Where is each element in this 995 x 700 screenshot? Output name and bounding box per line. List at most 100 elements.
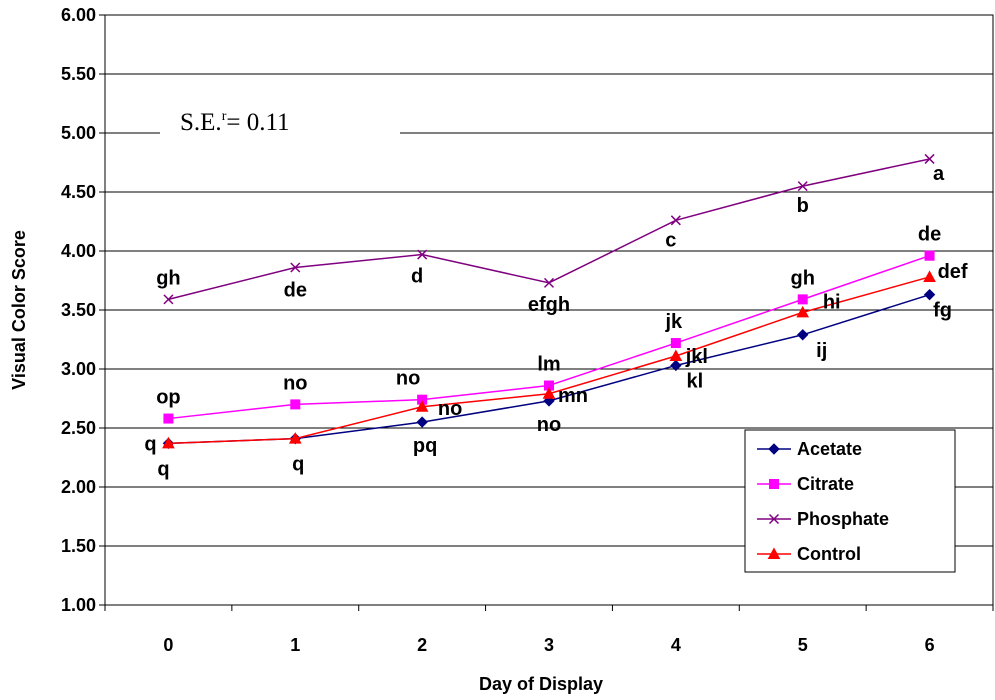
gridlines bbox=[99, 14, 994, 611]
citrate-significance-letter: de bbox=[918, 224, 941, 246]
legend-box bbox=[744, 429, 956, 573]
control-point bbox=[669, 349, 683, 362]
x-tick-label: 3 bbox=[544, 635, 554, 655]
legend-marker bbox=[768, 443, 780, 455]
phosphate-point bbox=[797, 181, 808, 192]
y-tick-label: 5.00 bbox=[61, 123, 96, 143]
acetate-significance-letter: fg bbox=[933, 300, 952, 322]
standard-error-note: S.E.r= 0.11 bbox=[160, 105, 400, 155]
legend-label: Phosphate bbox=[797, 509, 889, 529]
marker-stroke bbox=[924, 153, 935, 164]
phosphate-point bbox=[163, 294, 174, 305]
legend: Acetate Citrate Phosphate Control bbox=[744, 429, 956, 573]
x-tick-label: 6 bbox=[925, 635, 935, 655]
y-tick-label: 1.00 bbox=[61, 595, 96, 615]
acetate-point bbox=[797, 329, 809, 341]
acetate-significance-letter: no bbox=[537, 414, 561, 436]
acetate-significance-letter: q bbox=[157, 458, 169, 480]
legend-item-phosphate: Phosphate bbox=[757, 509, 889, 529]
control-significance-letter: hi bbox=[823, 291, 841, 313]
legend-item-citrate: Citrate bbox=[757, 474, 854, 494]
y-tick-label: 2.50 bbox=[61, 418, 96, 438]
control-point bbox=[923, 270, 936, 282]
series-phosphate bbox=[163, 153, 935, 305]
x-tick-label: 2 bbox=[417, 635, 427, 655]
series-lines bbox=[162, 153, 936, 450]
y-tick-label: 4.00 bbox=[61, 241, 96, 261]
se-prefix: S.E. bbox=[180, 109, 222, 136]
y-tick-label: 1.50 bbox=[61, 536, 96, 556]
acetate-point bbox=[923, 288, 936, 301]
acetate-significance-letter: ij bbox=[816, 340, 827, 362]
y-tick-label: 3.00 bbox=[61, 359, 96, 379]
citrate-point bbox=[290, 399, 301, 410]
phosphate-significance-letter: d bbox=[411, 266, 423, 288]
y-tick-label: 3.50 bbox=[61, 300, 96, 320]
legend-label: Control bbox=[797, 544, 861, 564]
acetate-point bbox=[670, 359, 682, 372]
note-background bbox=[160, 105, 400, 155]
control-point bbox=[162, 436, 175, 449]
control-significance-letter: def bbox=[938, 261, 968, 283]
x-tick-label: 4 bbox=[671, 635, 681, 655]
y-tick-label: 5.50 bbox=[61, 64, 96, 84]
marker-stroke bbox=[670, 215, 681, 226]
control-significance-letter: no bbox=[438, 398, 462, 420]
citrate-significance-letter: no bbox=[396, 368, 420, 390]
x-tick-label: 1 bbox=[290, 635, 300, 655]
legend-item-control: Control bbox=[757, 544, 861, 564]
legend-marker bbox=[767, 547, 781, 559]
citrate-significance-letter: gh bbox=[790, 267, 814, 289]
x-tick-label: 5 bbox=[798, 635, 808, 655]
control-significance-letter: q bbox=[144, 433, 156, 455]
phosphate-point bbox=[417, 249, 428, 260]
control-point bbox=[796, 305, 810, 318]
control-point bbox=[415, 400, 429, 412]
citrate-point bbox=[670, 338, 681, 349]
marker-stroke bbox=[543, 277, 555, 288]
acetate-significance-letter: q bbox=[292, 454, 304, 476]
control-significance-letter: mn bbox=[558, 385, 588, 407]
control-point bbox=[542, 387, 556, 399]
citrate-point bbox=[163, 413, 174, 424]
acetate-significance-letter: kl bbox=[687, 370, 704, 392]
phosphate-significance-letter: efgh bbox=[528, 294, 570, 316]
legend-marker bbox=[768, 513, 780, 525]
y-tick-label: 4.50 bbox=[61, 182, 96, 202]
control-point bbox=[288, 432, 302, 444]
y-axis-tick-labels: 1.00 1.50 2.00 2.50 3.00 3.50 4.00 4.50 5.00 5.50… bbox=[61, 5, 96, 615]
legend-label: Acetate bbox=[797, 439, 862, 459]
legend-item-acetate: Acetate bbox=[757, 439, 862, 459]
x-axis-tick-labels: 0 1 2 3 4 5 6 bbox=[163, 635, 934, 655]
y-axis-title: Visual Color Score bbox=[9, 230, 29, 390]
marker-stroke bbox=[290, 262, 301, 273]
citrate-point bbox=[797, 294, 808, 305]
se-superscript: r bbox=[222, 109, 227, 124]
control-significance-letter: jkl bbox=[685, 346, 708, 368]
marker-stroke bbox=[768, 513, 780, 525]
phosphate-significance-letter: gh bbox=[156, 267, 180, 289]
marker-stroke bbox=[163, 294, 174, 305]
citrate-significance-letter: lm bbox=[537, 354, 560, 376]
phosphate-significance-letter: b bbox=[797, 195, 809, 217]
phosphate-significance-letter: c bbox=[665, 229, 676, 251]
se-value: = 0.11 bbox=[226, 109, 289, 136]
phosphate-point bbox=[924, 153, 935, 164]
citrate-significance-letter: jk bbox=[665, 311, 684, 333]
legend-label: Citrate bbox=[797, 474, 854, 494]
phosphate-point bbox=[290, 262, 301, 273]
legend-marker bbox=[769, 479, 779, 489]
y-tick-label: 6.00 bbox=[61, 5, 96, 25]
citrate-significance-letter: no bbox=[283, 372, 307, 394]
phosphate-significance-letter: de bbox=[284, 280, 307, 302]
phosphate-significance-letter: a bbox=[933, 163, 945, 185]
phosphate-point bbox=[670, 215, 681, 226]
x-axis-title: Day of Display bbox=[479, 674, 603, 694]
series-control bbox=[162, 270, 936, 449]
marker-stroke bbox=[797, 181, 808, 192]
citrate-point bbox=[924, 250, 935, 261]
x-tick-label: 0 bbox=[163, 635, 173, 655]
phosphate-point bbox=[543, 277, 555, 288]
